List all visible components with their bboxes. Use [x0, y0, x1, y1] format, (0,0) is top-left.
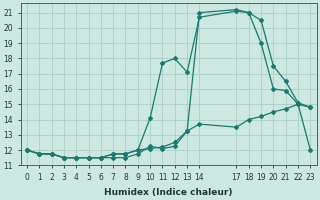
X-axis label: Humidex (Indice chaleur): Humidex (Indice chaleur) [104, 188, 233, 197]
